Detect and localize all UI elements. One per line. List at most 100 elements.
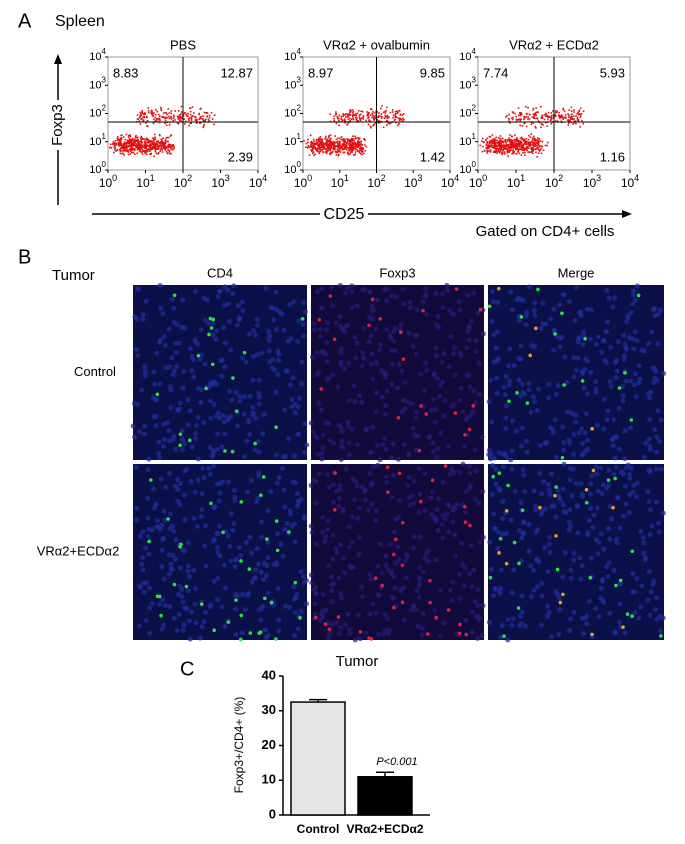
nucleus [521,531,526,536]
nucleus [618,601,623,606]
nucleus [500,499,505,504]
nucleus [213,337,218,342]
nucleus [457,572,462,577]
event-dot [397,125,399,127]
event-dot [531,147,533,149]
nucleus [163,485,168,490]
nucleus [140,312,145,317]
event-dot [162,116,164,118]
event-dot [159,150,161,152]
stained-cell [317,318,321,322]
event-dot [351,138,353,140]
nucleus [290,397,295,402]
event-dot [540,126,542,128]
nucleus [267,334,272,339]
nucleus [490,289,495,294]
event-dot [170,117,172,119]
event-dot [555,112,557,114]
event-dot [492,142,494,144]
nucleus [267,348,272,353]
event-dot [328,140,330,142]
nucleus [441,351,446,356]
event-dot [120,135,122,137]
nucleus [276,586,281,591]
nucleus [622,342,627,347]
event-dot [533,136,535,138]
event-dot [362,144,364,146]
nucleus [407,475,412,480]
nucleus [572,318,577,323]
stained-cell [185,585,189,589]
nucleus [204,564,209,569]
stained-cell [212,628,216,632]
tick-label: 104 [621,173,639,190]
nucleus [295,491,300,496]
nucleus [379,368,384,373]
event-dot [169,151,171,153]
event-dot [360,153,362,155]
event-dot [539,138,541,140]
nucleus [418,372,423,377]
event-dot [148,110,150,112]
nucleus [650,582,655,587]
nucleus [256,562,261,567]
nucleus [657,529,662,534]
event-dot [535,151,537,153]
bar [358,777,412,815]
nucleus [229,398,234,403]
event-dot [526,143,528,145]
event-dot [528,139,530,141]
event-dot [366,111,368,113]
event-dot [170,148,172,150]
nucleus [548,317,553,322]
nucleus [621,393,626,398]
event-dot [354,146,356,148]
nucleus [147,605,152,610]
event-dot [519,115,521,117]
event-dot [163,142,165,144]
event-dot [503,145,505,147]
nucleus [211,539,216,544]
nucleus [507,379,512,384]
nucleus [337,314,342,319]
nucleus [467,571,472,576]
event-dot [132,138,134,140]
event-dot [387,117,389,119]
nucleus [230,528,235,533]
nucleus [187,618,192,623]
nucleus [629,310,634,315]
event-dot [371,117,373,119]
nucleus [422,388,427,393]
stained-cell [262,475,266,479]
nucleus [520,425,525,430]
nucleus [154,423,159,428]
event-dot [328,135,330,137]
event-dot [169,153,171,155]
nucleus [394,294,399,299]
event-dot [189,107,191,109]
nucleus [338,591,343,596]
event-dot [505,145,507,147]
nucleus [384,298,389,303]
event-dot [162,137,164,139]
nucleus [569,576,574,581]
nucleus [520,382,525,387]
nucleus [189,479,194,484]
event-dot [583,110,585,112]
nucleus [383,447,388,452]
event-dot [523,116,525,118]
nucleus [198,357,203,362]
nucleus [460,409,465,414]
event-dot [351,118,353,120]
nucleus [376,632,381,637]
event-dot [527,116,529,118]
event-dot [113,141,115,143]
event-dot [127,140,129,142]
nucleus [524,313,529,318]
nucleus [487,620,492,625]
nucleus [565,410,570,415]
event-dot [341,137,343,139]
event-dot [317,143,319,145]
nucleus [369,482,374,487]
event-dot [394,115,396,117]
